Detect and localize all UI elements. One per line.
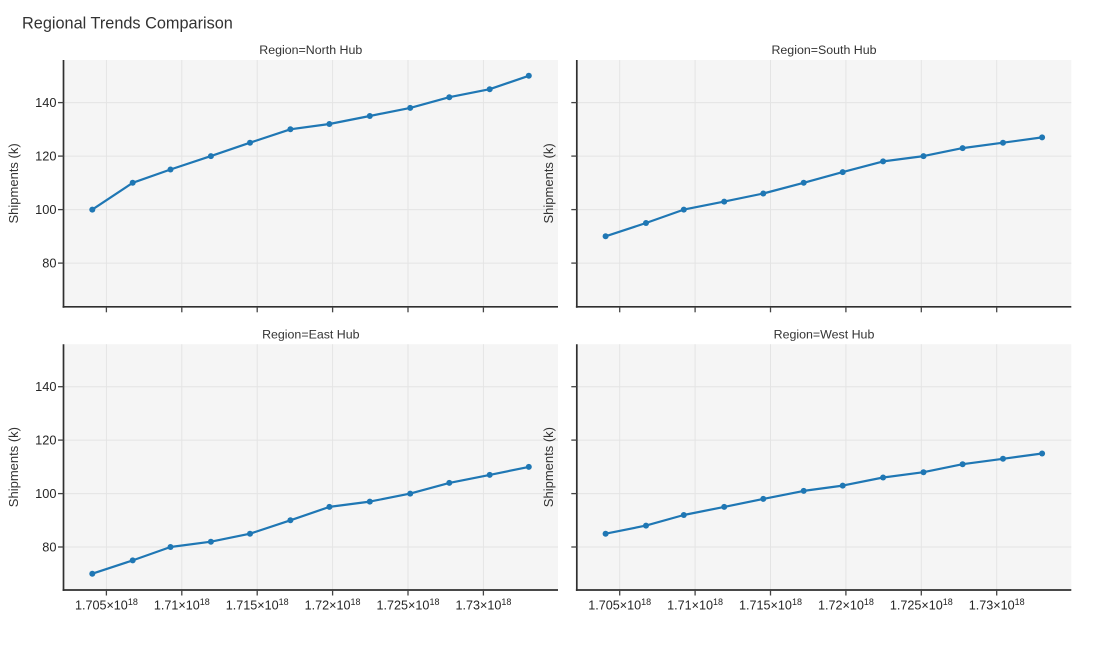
svg-text:Region=South Hub: Region=South Hub <box>771 43 876 57</box>
svg-text:1.715×1018: 1.715×1018 <box>226 597 289 613</box>
svg-text:1.725×1018: 1.725×1018 <box>377 597 440 613</box>
svg-text:1.72×1018: 1.72×1018 <box>818 597 874 613</box>
svg-text:100: 100 <box>35 202 56 217</box>
svg-text:Shipments (k): Shipments (k) <box>6 427 21 507</box>
svg-text:1.715×1018: 1.715×1018 <box>739 597 802 613</box>
svg-text:120: 120 <box>35 149 56 164</box>
svg-text:1.72×1018: 1.72×1018 <box>305 597 361 613</box>
svg-text:140: 140 <box>35 95 56 110</box>
svg-text:1.73×1018: 1.73×1018 <box>969 597 1025 613</box>
svg-text:80: 80 <box>42 540 56 555</box>
svg-text:Shipments (k): Shipments (k) <box>541 427 556 507</box>
svg-text:1.705×1018: 1.705×1018 <box>588 597 651 613</box>
svg-text:Shipments (k): Shipments (k) <box>6 143 21 223</box>
svg-text:1.705×1018: 1.705×1018 <box>75 597 138 613</box>
svg-text:Region=North Hub: Region=North Hub <box>259 43 362 57</box>
svg-text:Region=West Hub: Region=West Hub <box>774 328 875 342</box>
svg-text:1.73×1018: 1.73×1018 <box>455 597 511 613</box>
svg-text:Shipments (k): Shipments (k) <box>541 143 556 223</box>
svg-text:1.725×1018: 1.725×1018 <box>890 597 953 613</box>
svg-text:1.71×1018: 1.71×1018 <box>154 597 210 613</box>
svg-text:100: 100 <box>35 486 56 501</box>
svg-text:120: 120 <box>35 433 56 448</box>
svg-text:1.71×1018: 1.71×1018 <box>667 597 723 613</box>
svg-text:140: 140 <box>35 379 56 394</box>
svg-text:80: 80 <box>42 256 56 271</box>
svg-text:Region=East Hub: Region=East Hub <box>262 328 360 342</box>
svg-text:Regional Trends Comparison: Regional Trends Comparison <box>22 15 233 33</box>
